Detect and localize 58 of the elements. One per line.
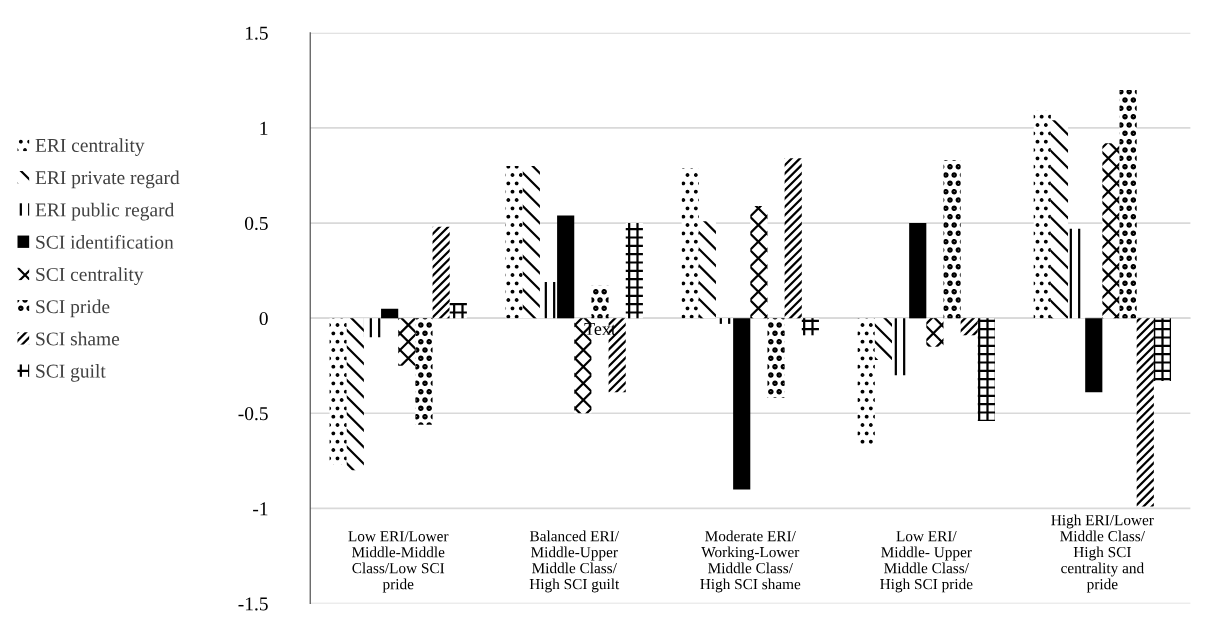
bar (1033, 110, 1051, 319)
legend-label: ERI public regard (35, 202, 175, 221)
y-tick-label: 0.5 (244, 216, 268, 231)
x-tick-label: Low ERI/ Middle- Upper Middle Class/ High SCI pride (880, 531, 973, 593)
bar (681, 167, 699, 319)
bar (733, 318, 751, 490)
bar (1085, 318, 1103, 393)
bar (715, 318, 734, 324)
bar (539, 282, 558, 319)
bar (557, 215, 575, 319)
bar (449, 302, 467, 319)
legend-label: SCI pride (36, 299, 110, 318)
legend-label: SCI identification (36, 234, 174, 249)
bar (625, 223, 643, 319)
bar (591, 285, 609, 319)
bar (960, 318, 978, 336)
y-tick-label: -0.5 (238, 407, 268, 421)
bar (1068, 228, 1086, 319)
bar (874, 318, 892, 361)
bar (1050, 120, 1069, 319)
y-tick-label: 1.5 (245, 26, 268, 40)
x-tick-label: Balanced ERI/ Middle-Upper Middle Class/ High SCI guilt (529, 530, 620, 593)
x-tick-label: Moderate ERI/ Working-Lower Middle Class/ High SCI shame (700, 530, 801, 593)
bar (698, 221, 716, 319)
x-tick-label: Low ERI/Lower Middle-Middle Class/Low SCI pride (348, 531, 449, 593)
legend-label: SCI guilt (36, 364, 106, 382)
bar (1119, 89, 1137, 319)
legend-label: ERI centrality (35, 138, 145, 156)
bar (750, 205, 768, 319)
bar (398, 318, 416, 366)
x-tick-label: High ERI/Lower Middle Class/ High SCI centrality and pride (1051, 514, 1154, 593)
bar (505, 165, 523, 319)
bar (346, 318, 364, 471)
bar (926, 318, 944, 347)
bar (381, 308, 399, 319)
y-tick-label: 0 (259, 311, 268, 326)
bar (432, 226, 450, 319)
bar (415, 318, 433, 425)
bar (857, 318, 875, 446)
bar (1136, 318, 1154, 507)
bar (1102, 143, 1120, 319)
bar (767, 318, 785, 399)
y-tick-label: -1 (253, 502, 268, 516)
legend-label: SCI shame (36, 331, 120, 346)
bar (363, 318, 382, 338)
y-tick-label: 1 (260, 121, 268, 135)
legend-label: ERI private regard (35, 170, 180, 189)
bar (943, 160, 961, 319)
bar (909, 223, 927, 319)
bar (522, 165, 540, 319)
bar (801, 318, 819, 336)
bar (892, 318, 910, 376)
y-tick-label: -1.5 (238, 597, 268, 611)
bar (1153, 318, 1172, 381)
bar (977, 318, 995, 421)
bar (329, 318, 347, 465)
bar (784, 158, 802, 319)
legend-label: SCI centrality (36, 267, 144, 285)
